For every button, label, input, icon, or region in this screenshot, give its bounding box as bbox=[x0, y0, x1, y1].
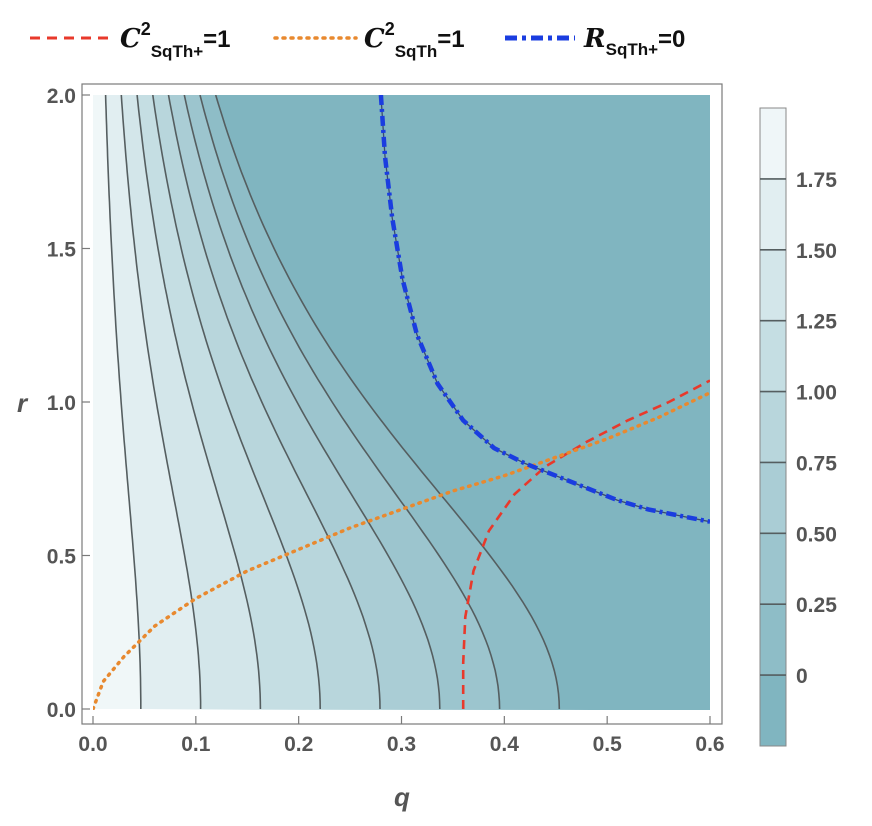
y-tick-label: 1.0 bbox=[47, 392, 76, 415]
y-axis-ticks: 0.0 0.5 1.0 1.5 2.0 bbox=[47, 85, 90, 722]
legend-label-r-sqth-plus: RSqTh+=0 bbox=[583, 24, 685, 59]
series-line-2 bbox=[93, 391, 710, 710]
contour-line bbox=[136, 95, 262, 710]
colorbar-tick-label: 0.50 bbox=[796, 523, 837, 546]
y-tick-label: 1.5 bbox=[47, 239, 77, 262]
legend: C2SqTh+=1 C2SqTh=1 RSqTh+=0 bbox=[30, 19, 685, 61]
colorbar-tick-label: 1.25 bbox=[796, 311, 837, 334]
y-tick-label: 2.0 bbox=[47, 85, 76, 108]
contour-line bbox=[183, 95, 441, 710]
colorbar-tick-label: 1.50 bbox=[796, 240, 837, 263]
series-line-3 bbox=[378, 95, 710, 524]
colorbar-tick-label: 1.00 bbox=[796, 382, 837, 405]
contour-bands bbox=[93, 95, 710, 710]
contour-band bbox=[215, 95, 710, 710]
colorbar-tick-label: 0 bbox=[796, 665, 808, 688]
series-line-1 bbox=[461, 379, 710, 709]
colorbar-bands bbox=[759, 107, 787, 747]
contour-line bbox=[104, 95, 142, 709]
x-tick-label: 0.2 bbox=[284, 733, 313, 756]
colorbar-ticks: 0 0.25 0.50 0.75 1.00 1.25 1.50 1.75 bbox=[760, 169, 837, 688]
legend-item-c2-sqth-plus: C2SqTh+=1 bbox=[30, 19, 231, 61]
contour-line bbox=[167, 95, 381, 710]
contour-lines bbox=[104, 95, 561, 710]
colorbar-tick-label: 0.75 bbox=[796, 452, 837, 475]
contour-line bbox=[214, 95, 561, 710]
legend-label-c2-sqth-plus: C2SqTh+=1 bbox=[120, 19, 231, 61]
x-axis-ticks: 0.0 0.1 0.2 0.3 0.4 0.5 0.6 bbox=[78, 716, 725, 756]
colorbar-band bbox=[760, 249, 786, 321]
x-tick-label: 0.0 bbox=[78, 733, 107, 756]
colorbar-band bbox=[760, 462, 786, 534]
colorbar-band bbox=[760, 604, 786, 676]
colorbar-outline bbox=[759, 107, 787, 747]
legend-item-c2-sqth: C2SqTh=1 bbox=[273, 19, 465, 61]
y-tick-label: 0.5 bbox=[47, 546, 77, 569]
x-tick-label: 0.4 bbox=[490, 733, 520, 756]
colorbar-band bbox=[760, 320, 786, 392]
series-curves bbox=[93, 95, 710, 710]
legend-label-c2-sqth: C2SqTh=1 bbox=[364, 19, 465, 61]
colorbar-band bbox=[760, 675, 786, 746]
colorbar-tick-label: 0.25 bbox=[796, 594, 837, 617]
x-tick-label: 0.1 bbox=[181, 733, 211, 756]
x-tick-label: 0.5 bbox=[593, 733, 623, 756]
legend-item-r-sqth-plus: RSqTh+=0 bbox=[505, 24, 685, 59]
contour-line bbox=[152, 95, 321, 710]
colorbar-tick-label: 1.75 bbox=[796, 169, 837, 192]
y-axis-label: r bbox=[17, 388, 29, 418]
y-tick-label: 0.0 bbox=[47, 699, 76, 722]
colorbar-band bbox=[760, 108, 786, 179]
colorbar: 0 0.25 0.50 0.75 1.00 1.25 1.50 1.75 bbox=[759, 107, 837, 747]
x-tick-label: 0.3 bbox=[387, 733, 416, 756]
colorbar-band bbox=[760, 533, 786, 605]
contour-line bbox=[199, 95, 501, 710]
colorbar-band bbox=[760, 391, 786, 463]
contour-line bbox=[120, 95, 202, 709]
x-tick-label: 0.6 bbox=[695, 733, 724, 756]
colorbar-band bbox=[760, 178, 786, 250]
x-axis-label: q bbox=[394, 782, 410, 812]
